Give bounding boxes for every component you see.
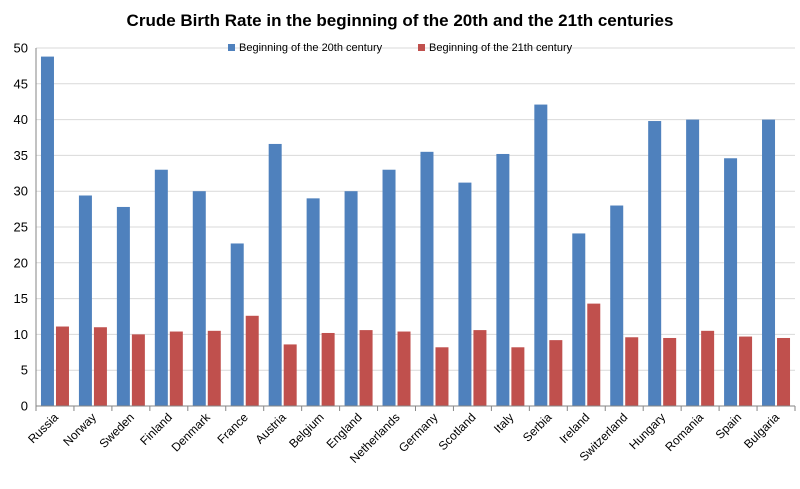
x-tick-label: Austria xyxy=(252,410,289,447)
y-tick-label: 10 xyxy=(14,327,28,342)
bar xyxy=(245,315,259,406)
bar xyxy=(93,327,107,406)
bar xyxy=(724,158,738,406)
chart-title: Crude Birth Rate in the beginning of the… xyxy=(127,11,674,30)
bar xyxy=(359,330,373,406)
bar xyxy=(382,169,396,406)
x-tick-label: Bulgaria xyxy=(741,410,782,451)
bar xyxy=(739,336,753,406)
bar xyxy=(610,205,624,406)
x-tick-label: Romania xyxy=(662,410,706,454)
bar xyxy=(116,206,130,406)
bar xyxy=(435,347,449,406)
y-tick-label: 15 xyxy=(14,291,28,306)
bar xyxy=(648,121,662,407)
bar xyxy=(572,233,586,406)
x-tick-label: Serbia xyxy=(520,410,555,445)
y-tick-label: 20 xyxy=(14,255,28,270)
x-tick-label: Belgium xyxy=(286,410,327,451)
y-axis: 0 5 10 15 20 25 30 35 40 45 50 xyxy=(14,41,37,414)
bars xyxy=(40,56,791,407)
bar xyxy=(701,330,715,406)
bar xyxy=(534,104,548,407)
y-tick-label: 40 xyxy=(14,112,28,127)
x-tick-label: Ireland xyxy=(557,410,593,446)
legend: Beginning of the 20th century Beginning o… xyxy=(228,42,573,54)
bar xyxy=(397,331,411,406)
y-tick-label: 45 xyxy=(14,76,28,91)
bar xyxy=(78,195,92,406)
x-tick-label: Italy xyxy=(491,410,516,435)
x-tick-label: Scotland xyxy=(436,410,479,453)
y-tick-label: 0 xyxy=(21,399,28,414)
bar xyxy=(268,143,282,406)
bar xyxy=(458,182,472,406)
bar xyxy=(344,191,358,406)
bar xyxy=(306,198,320,406)
y-tick-label: 50 xyxy=(14,41,28,56)
x-tick-label: Spain xyxy=(713,410,745,442)
bar xyxy=(496,153,510,406)
bar xyxy=(131,334,145,406)
x-tick-label: Denmark xyxy=(169,410,214,455)
x-tick-label: Hungary xyxy=(626,410,668,452)
legend-label: Beginning of the 20th century xyxy=(239,42,383,54)
x-tick-label: Russia xyxy=(25,410,61,446)
legend-swatch xyxy=(228,44,235,51)
x-tick-label: France xyxy=(215,410,252,447)
bar xyxy=(686,119,700,406)
y-tick-label: 30 xyxy=(14,184,28,199)
x-tick-label: Norway xyxy=(60,410,99,449)
gridlines xyxy=(36,47,795,371)
bar xyxy=(777,337,791,406)
legend-label: Beginning of the 21th century xyxy=(429,42,573,54)
bar xyxy=(473,330,487,406)
bar xyxy=(762,119,776,406)
bar xyxy=(549,340,563,406)
bar xyxy=(169,331,183,406)
x-tick-label: Finland xyxy=(137,410,175,448)
x-tick-label: Germany xyxy=(396,410,441,455)
legend-swatch xyxy=(418,44,425,51)
y-tick-label: 5 xyxy=(21,363,28,378)
bar xyxy=(154,169,168,406)
bar xyxy=(40,56,54,406)
x-tick-label: Sweden xyxy=(96,410,137,451)
y-tick-label: 35 xyxy=(14,148,28,163)
bar xyxy=(55,326,69,406)
y-tick-label: 25 xyxy=(14,220,28,235)
bar xyxy=(625,337,639,406)
bar xyxy=(587,303,601,406)
bar xyxy=(321,332,335,406)
bar xyxy=(511,347,525,406)
bar xyxy=(283,344,297,406)
bar xyxy=(420,151,434,406)
bar xyxy=(230,243,244,406)
bar xyxy=(192,191,206,406)
bar xyxy=(207,330,221,406)
bar xyxy=(663,337,677,406)
